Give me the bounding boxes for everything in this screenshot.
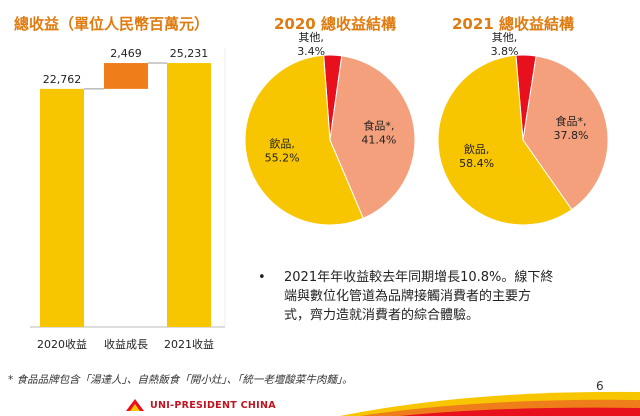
bar-chart-title: 總收益（單位人民幣百萬元） (14, 15, 210, 33)
pie-2021-slice-pct-3: 58.4% (459, 157, 494, 170)
bar-3 (167, 63, 211, 327)
bar-2 (104, 63, 148, 89)
bar-value-label-2: 2,469 (110, 47, 142, 60)
pie-2020-slice-pct-3: 55.2% (265, 152, 300, 165)
pie-2021-slice-2 (522, 55, 609, 211)
bar-category-label-1: 2020收益 (37, 337, 87, 351)
page-number: 6 (596, 379, 604, 393)
bar-1 (40, 88, 84, 328)
pie-2020-slice-label-1: 其他, (298, 31, 324, 44)
note-line-3: 式，齊力造就消費者的綜合體驗。 (284, 308, 480, 323)
pie-chart-2021: 其他,3.8% 食品*,37.8% 飲品,58.4% (437, 31, 609, 226)
pie-2020-slice-3 (244, 54, 364, 226)
note-line-2: 端與數位化管道為品牌接觸消費者的主要方 (284, 289, 532, 304)
brand-logo-icon (126, 399, 144, 411)
pie-2021-slice-pct-1: 3.8% (491, 45, 519, 58)
pie-2021-slice-label-1: 其他, (492, 31, 518, 44)
pie-chart-2020: 其他,3.4% 食品*,41.4% 飲品,55.2% (244, 31, 416, 226)
bullet-marker: • (258, 270, 266, 285)
pie-2020-title: 2020 總收益結構 (274, 15, 396, 33)
footer-swoosh (340, 391, 640, 416)
note-line-1: 2021年年收益較去年同期增長10.8%。線下終 (284, 270, 554, 285)
bar-category-label-3: 2021收益 (164, 337, 214, 351)
pie-2020-slice-2 (329, 55, 416, 219)
bar-value-label-1: 22,762 (43, 73, 82, 86)
pie-2020-slice-label-2: 食品*, (363, 119, 394, 133)
brand-name: UNI-PRESIDENT CHINA (150, 400, 276, 411)
pie-2021-slice-pct-2: 37.8% (554, 129, 589, 142)
footnote: * 食品品牌包含「湯達人」、自熱飯食「開小灶」、「統一老壇酸菜牛肉麵」。 (8, 374, 353, 386)
pie-2020-slice-pct-1: 3.4% (297, 45, 325, 58)
pie-2021-title: 2021 總收益結構 (452, 15, 574, 33)
summary-note: • 2021年年收益較去年同期增長10.8%。線下終 端與數位化管道為品牌接觸消… (258, 268, 616, 325)
bar-category-label-2: 收益成長 (104, 337, 148, 351)
pie-2021-slice-label-3: 飲品, (464, 142, 490, 156)
pie-2020-slice-label-3: 飲品, (269, 137, 295, 151)
bar-value-label-3: 25,231 (170, 47, 209, 60)
bar-chart: 22,762 2020收益 2,469 收益成長 25,231 2021收益 (30, 47, 226, 351)
pie-2020-slice-pct-2: 41.4% (361, 134, 396, 147)
pie-2021-slice-label-2: 食品*, (556, 114, 587, 128)
pie-2021-slice-3 (437, 54, 573, 226)
